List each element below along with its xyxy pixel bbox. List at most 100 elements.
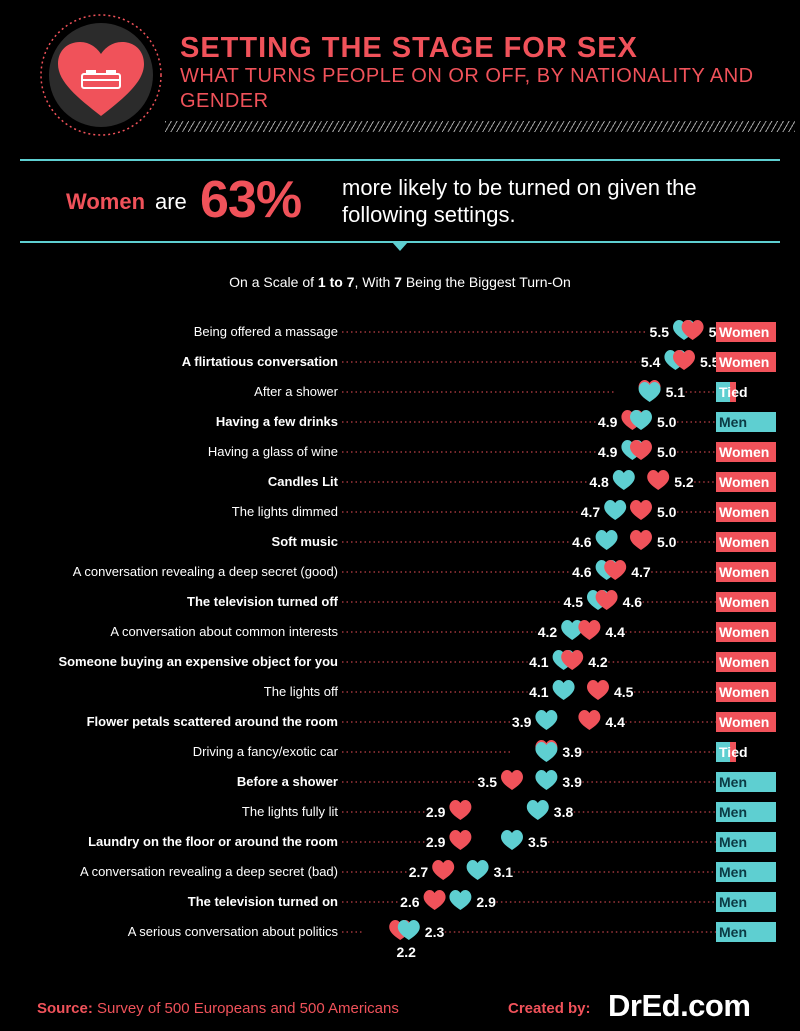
value-label: 3.9: [512, 714, 532, 730]
men-heart: [595, 530, 618, 550]
row-label: The lights dimmed: [232, 504, 338, 519]
women-heart: [423, 890, 446, 910]
source-text: Survey of 500 Europeans and 500 American…: [97, 1000, 399, 1017]
row-label: A conversation revealing a deep secret (…: [73, 564, 338, 579]
winner-label: Tied: [719, 384, 748, 400]
winner-badge: [716, 592, 776, 612]
value-label: 5.4: [641, 354, 661, 370]
winner-label: Women: [719, 324, 769, 340]
winner-label: Women: [719, 714, 769, 730]
men-heart: [466, 860, 489, 880]
value-label: 4.5: [614, 684, 634, 700]
created-by-label: Created by:: [508, 1000, 591, 1017]
value-label: 2.3: [425, 924, 445, 940]
top-rule: [20, 159, 780, 161]
value-label: 5.1: [666, 384, 686, 400]
value-label: 4.6: [623, 594, 643, 610]
winner-badge: [716, 442, 776, 462]
row-label: The television turned off: [187, 594, 339, 609]
women-heart: [449, 800, 472, 820]
value-label: 4.6: [572, 564, 592, 580]
men-heart: [638, 382, 661, 402]
winner-label: Men: [719, 414, 747, 430]
women-heart: [681, 320, 704, 340]
value-label: 4.2: [588, 654, 608, 670]
brand-logo: DrEd.com: [608, 988, 751, 1023]
callout-percent: 63%: [200, 171, 302, 229]
winner-badge: [716, 682, 776, 702]
scale-note-max: 7: [394, 274, 402, 290]
winner-label: Men: [719, 894, 747, 910]
winner-label: Tied: [719, 744, 748, 760]
value-label: 2.7: [409, 864, 429, 880]
value-label: 5.0: [657, 534, 677, 550]
men-heart: [535, 710, 558, 730]
men-heart: [449, 890, 472, 910]
women-heart: [587, 680, 609, 700]
women-heart: [449, 830, 472, 850]
hatch-divider: [165, 121, 795, 132]
winner-label: Women: [719, 654, 769, 670]
row-label: Candles Lit: [268, 474, 339, 489]
winner-badge: [716, 322, 776, 342]
page-title: SETTING THE STAGE FOR SEX: [180, 32, 638, 64]
row-label: The lights fully lit: [242, 804, 338, 819]
row-label: A serious conversation about politics: [128, 924, 339, 939]
callout-text: more likely to be turned on given the fo…: [342, 175, 697, 227]
value-label: 5.0: [657, 414, 677, 430]
row-label: A flirtatious conversation: [182, 354, 338, 369]
winner-badge: [716, 712, 776, 732]
value-label: 4.7: [581, 504, 601, 520]
value-label: 3.5: [528, 834, 548, 850]
scale-note: On a Scale of 1 to 7, With 7 Being the B…: [0, 274, 800, 290]
row-label: Someone buying an expensive object for y…: [58, 654, 338, 669]
women-heart: [595, 590, 618, 610]
row-label: Being offered a massage: [194, 324, 338, 339]
winner-badge-mask: [736, 742, 776, 762]
value-label: 5.5: [700, 354, 720, 370]
men-heart: [630, 410, 652, 430]
row-label: Driving a fancy/exotic car: [193, 744, 339, 759]
winner-label: Women: [719, 474, 769, 490]
scale-note-middle: , With: [354, 274, 395, 290]
value-label: 2.6: [400, 894, 420, 910]
winner-badge: [716, 772, 776, 792]
value-label: 3.8: [554, 804, 574, 820]
women-heart: [604, 560, 627, 580]
row-label: Soft music: [272, 534, 338, 549]
value-label: 5.0: [657, 504, 677, 520]
value-label: 4.2: [538, 624, 558, 640]
value-label: 4.4: [605, 624, 625, 640]
value-label: 4.5: [564, 594, 584, 610]
value-label: 5.0: [657, 444, 677, 460]
winner-badge: [716, 352, 776, 372]
men-heart: [612, 470, 635, 490]
women-heart: [673, 350, 695, 370]
winner-badge: [716, 922, 776, 942]
callout-are: are: [155, 189, 187, 214]
winner-label: Men: [719, 804, 747, 820]
men-heart: [561, 620, 584, 640]
value-label: 4.4: [605, 714, 625, 730]
scale-note-range: 1 to 7: [317, 274, 355, 290]
men-heart: [604, 500, 627, 520]
women-heart: [630, 440, 652, 460]
winner-badge: [716, 622, 776, 642]
women-heart: [578, 620, 601, 640]
winner-badge: [716, 892, 776, 912]
value-label: 3.9: [562, 774, 582, 790]
row-label: Having a glass of wine: [208, 444, 338, 459]
women-heart: [630, 530, 652, 550]
value-label: 5.5: [650, 324, 670, 340]
winner-badge-split: [716, 382, 730, 402]
men-heart: [501, 830, 523, 850]
winner-label: Women: [719, 684, 769, 700]
winner-badge-mask: [736, 382, 776, 402]
scale-note-prefix: On a Scale of: [229, 274, 318, 290]
winner-label: Women: [719, 504, 769, 520]
pointer-triangle: [392, 242, 408, 251]
callout-women: Women: [66, 189, 146, 214]
winner-badge: [716, 502, 776, 522]
winner-label: Men: [719, 864, 747, 880]
row-label: The television turned on: [188, 894, 338, 909]
